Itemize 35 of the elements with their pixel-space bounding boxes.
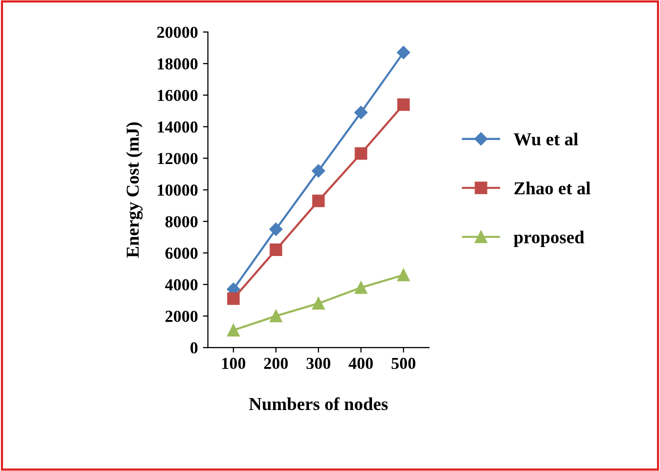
y-tick-label: 0 [190, 342, 198, 354]
x-tick-label: 400 [348, 358, 373, 370]
x-tick-label: 200 [264, 358, 288, 370]
point [397, 268, 410, 282]
point [269, 222, 283, 236]
point [397, 98, 410, 111]
y-tick-label: 2000 [166, 310, 198, 322]
point [270, 310, 282, 322]
y-tick-label: 6000 [165, 248, 198, 259]
legend-label: Zhao et al [514, 182, 590, 194]
point [354, 281, 368, 294]
y-tick-label: 4000 [165, 279, 198, 290]
x-tick-label: 100 [222, 358, 246, 370]
x-tick-label: 300 [306, 358, 330, 370]
point [312, 164, 326, 178]
point [312, 297, 325, 310]
point [227, 292, 240, 305]
x-tick-label: 500 [392, 358, 416, 370]
point [396, 46, 410, 60]
y-tick-label: 16000 [158, 90, 198, 102]
point [227, 324, 240, 336]
point [270, 244, 282, 256]
legend-label: proposed [514, 230, 584, 248]
y-tick-label: 18000 [158, 58, 198, 70]
point [312, 194, 325, 208]
y-tick-label: 10000 [158, 184, 198, 196]
legend-label: Wu et al [514, 132, 578, 146]
y-tick-label: 14000 [158, 121, 198, 133]
y-tick-label: 8000 [165, 216, 198, 228]
point [354, 106, 368, 120]
y-tick-label: 12000 [158, 152, 198, 164]
x-axis-title: Numbers of nodes [249, 397, 388, 410]
y-axis-title: Energy Cost (mJ) [126, 122, 143, 258]
y-tick-label: 20000 [157, 26, 198, 38]
point [354, 147, 368, 160]
